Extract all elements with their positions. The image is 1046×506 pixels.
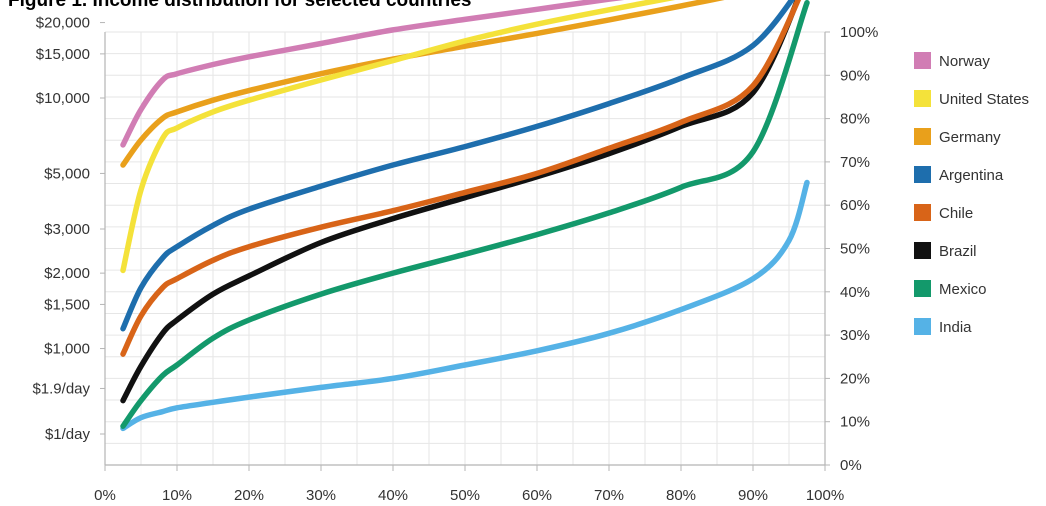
legend-swatch — [914, 280, 931, 297]
series-line-norway — [120, 0, 624, 148]
x-tick-label: 10% — [162, 487, 192, 504]
x-tick-label: 40% — [378, 487, 408, 504]
legend-item-united-states[interactable]: United States — [914, 90, 1029, 108]
y-right-tick-label: 60% — [840, 197, 870, 214]
y-left-tick-label: $1/day — [45, 426, 91, 443]
x-tick-label: 30% — [306, 487, 336, 504]
x-tick-label: 100% — [806, 487, 844, 504]
y-right-tick-label: 90% — [840, 67, 870, 84]
series-line-germany — [120, 0, 725, 168]
legend-item-germany[interactable]: Germany — [914, 128, 1001, 146]
legend-item-chile[interactable]: Chile — [914, 204, 973, 222]
y-left-tick-label: $1.9/day — [32, 380, 90, 397]
series-line-argentina — [120, 0, 795, 332]
legend-swatch — [914, 90, 931, 107]
legend-item-brazil[interactable]: Brazil — [914, 242, 977, 260]
legend-label: Brazil — [939, 243, 977, 260]
y-left-tick-label: $2,000 — [44, 265, 90, 282]
legend-label: Germany — [939, 129, 1001, 146]
y-right-tick-label: 10% — [840, 414, 870, 431]
legend-label: Mexico — [939, 281, 987, 298]
legend-swatch — [914, 318, 931, 335]
legend-swatch — [914, 52, 931, 69]
legend-swatch — [914, 204, 931, 221]
legend-item-mexico[interactable]: Mexico — [914, 280, 987, 298]
legend-item-india[interactable]: India — [914, 318, 972, 336]
x-tick-label: 90% — [738, 487, 768, 504]
y-right-tick-label: 30% — [840, 327, 870, 344]
legend-label: Norway — [939, 53, 990, 70]
legend-item-argentina[interactable]: Argentina — [914, 166, 1004, 184]
y-left-tick-label: $20,000 — [36, 15, 90, 32]
series-line-mexico — [120, 0, 810, 429]
series-line-united-states — [120, 0, 676, 274]
x-tick-label: 20% — [234, 487, 264, 504]
y-left-tick-label: $10,000 — [36, 90, 90, 107]
x-tick-label: 60% — [522, 487, 552, 504]
chart-title: Figure 1. Income distribution for select… — [8, 0, 471, 11]
y-left-tick-label: $15,000 — [36, 46, 90, 63]
axes: 0%10%20%30%40%50%60%70%80%90%100%$30,000… — [32, 15, 878, 504]
x-tick-label: 50% — [450, 487, 480, 504]
legend-label: Chile — [939, 205, 973, 222]
y-left-tick-label: $3,000 — [44, 221, 90, 238]
y-left-tick-label: $5,000 — [44, 165, 90, 182]
y-right-tick-label: 40% — [840, 284, 870, 301]
y-right-tick-label: 100% — [840, 24, 878, 41]
y-right-tick-label: 50% — [840, 241, 870, 258]
legend-label: United States — [939, 91, 1029, 108]
y-right-tick-label: 80% — [840, 111, 870, 128]
legend-label: Argentina — [939, 167, 1004, 184]
legend-item-norway[interactable]: Norway — [914, 52, 990, 70]
series-line-india — [120, 179, 810, 432]
x-tick-label: 80% — [666, 487, 696, 504]
x-tick-label: 0% — [94, 487, 116, 504]
grid — [104, 31, 826, 466]
x-tick-label: 70% — [594, 487, 624, 504]
legend-swatch — [914, 128, 931, 145]
y-left-tick-label: $1,500 — [44, 296, 90, 313]
series-line-chile — [120, 0, 802, 357]
y-right-tick-label: 0% — [840, 457, 862, 474]
y-right-tick-label: 70% — [840, 154, 870, 171]
series-line-brazil — [120, 0, 801, 404]
series-lines — [120, 0, 810, 432]
y-left-tick-label: $1,000 — [44, 341, 90, 358]
y-right-tick-label: 20% — [840, 370, 870, 387]
legend-swatch — [914, 166, 931, 183]
legend: Norway United States Germany Argentina Chile… — [914, 52, 1029, 336]
legend-swatch — [914, 242, 931, 259]
legend-label: India — [939, 319, 972, 336]
